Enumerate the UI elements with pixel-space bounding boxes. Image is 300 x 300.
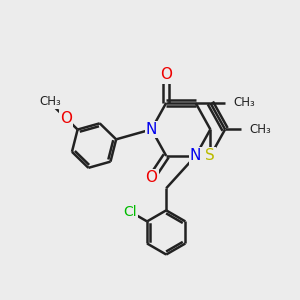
Text: N: N [146,122,157,137]
Text: O: O [160,68,172,82]
Text: S: S [206,148,215,164]
Text: N: N [190,148,201,164]
Text: Cl: Cl [124,205,137,219]
Text: CH₃: CH₃ [233,96,255,110]
Text: O: O [146,170,158,185]
Text: CH₃: CH₃ [40,95,61,108]
Text: O: O [60,111,72,126]
Text: CH₃: CH₃ [250,123,271,136]
